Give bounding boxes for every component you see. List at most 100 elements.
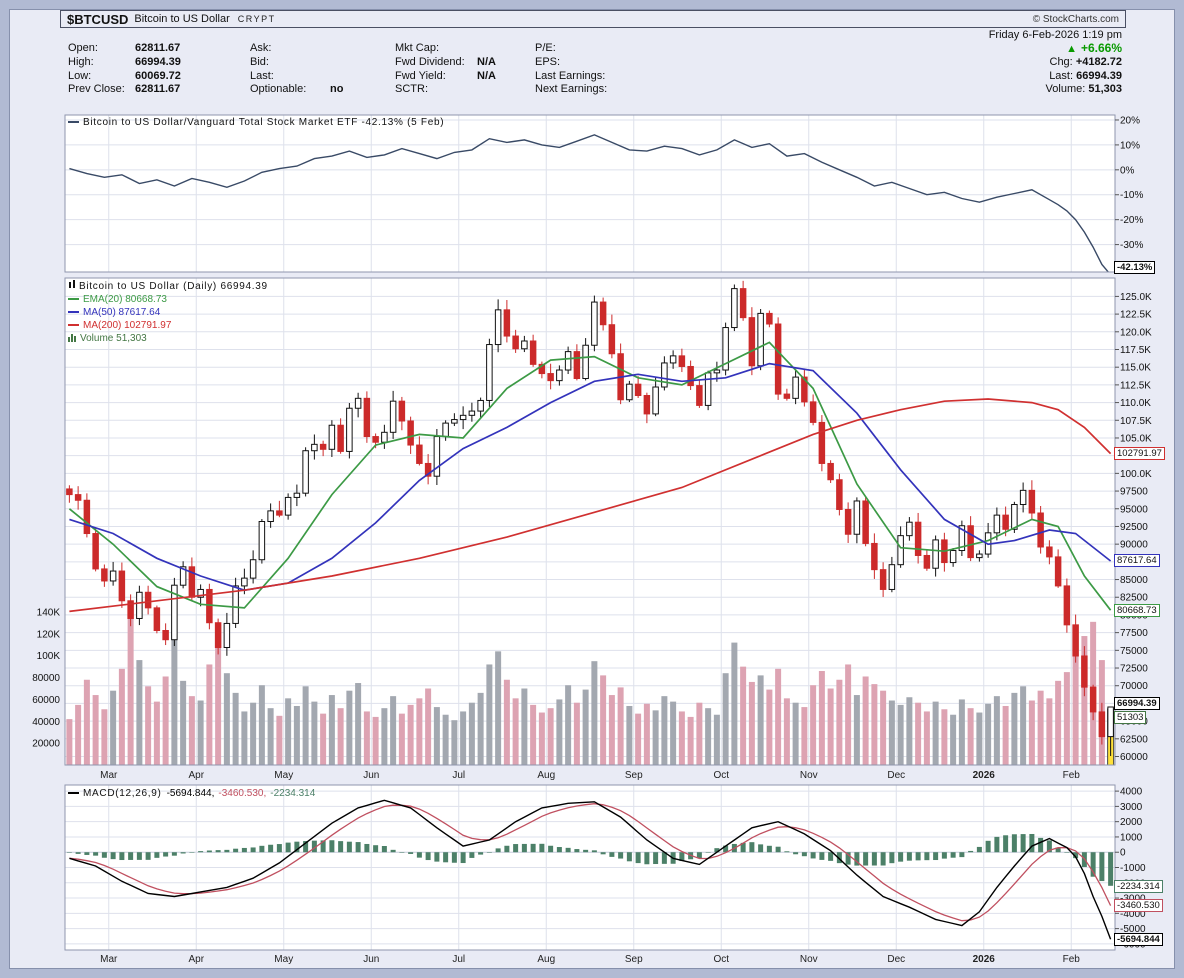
svg-text:2026: 2026 [973,954,996,965]
ratio-panel-legend: Bitcoin to US Dollar/Vanguard Total Stoc… [68,117,444,128]
svg-text:Aug: Aug [537,954,555,965]
svg-text:Feb: Feb [1063,770,1081,781]
svg-text:75000: 75000 [1120,646,1148,657]
quote-prev-close: Prev Close: 62811.67 [68,83,181,96]
macd-swatch-icon [68,792,79,794]
macd-signal-value: -3460.530, [218,788,267,799]
quote-summary: ▲ +6.66% Chg: +4182.72 Last: 66994.39 Vol… [1045,41,1123,97]
svg-text:0%: 0% [1120,165,1135,176]
svg-text:Oct: Oct [713,770,729,781]
legend-volume: Volume 51,303 [68,332,268,345]
svg-text:Jul: Jul [452,770,465,781]
svg-text:92500: 92500 [1120,522,1148,533]
ma50-callout: 87617.64 [1114,554,1160,567]
price-panel-legend: Bitcoin to US Dollar (Daily) 66994.39 EM… [68,280,268,345]
ema-swatch-icon [68,298,79,300]
macd-value: -5694.844, [166,788,215,799]
svg-text:120.0K: 120.0K [1120,327,1152,338]
svg-text:115.0K: 115.0K [1120,363,1151,374]
svg-text:77500: 77500 [1120,628,1148,639]
svg-text:2000: 2000 [1120,817,1143,828]
svg-text:20%: 20% [1120,115,1140,126]
ma200-callout: 102791.97 [1114,447,1165,460]
volume-bars-icon [68,333,77,346]
svg-text:70000: 70000 [1120,681,1148,692]
svg-text:117.5K: 117.5K [1120,345,1151,356]
up-arrow-icon: ▲ [1066,43,1077,55]
svg-text:60000: 60000 [1120,752,1148,763]
symbol-name: Bitcoin to US Dollar [134,13,230,25]
quote-change-abs: Chg: +4182.72 [1049,55,1123,68]
quote-fwd-dividend: Fwd Dividend: N/A [395,55,496,68]
svg-text:1000: 1000 [1120,832,1143,843]
macd-signal-callout: -3460.530 [1114,899,1163,912]
ma200-swatch-icon [68,324,79,326]
svg-text:Jun: Jun [363,770,379,781]
svg-text:82500: 82500 [1120,593,1148,604]
exchange-tag: CRYPT [237,14,276,24]
line-swatch-icon [68,121,79,123]
price-legend-title: Bitcoin to US Dollar (Daily) 66994.39 [68,280,268,293]
svg-text:-10%: -10% [1120,190,1143,201]
svg-text:80000: 80000 [32,673,60,684]
symbol: $BTCUSD [67,11,129,27]
svg-text:110.0K: 110.0K [1120,398,1151,409]
quote-next-earnings: Next Earnings: [535,83,608,96]
quote-datetime: Friday 6-Feb-2026 1:19 pm [988,29,1122,41]
svg-text:10%: 10% [1120,140,1140,151]
quote-low: Low: 60069.72 [68,69,181,82]
ratio-final-callout: -42.13% [1114,261,1156,274]
svg-text:122.5K: 122.5K [1120,310,1152,321]
ema20-callout: 80668.73 [1114,604,1160,617]
quote-high: High: 66994.39 [68,55,181,68]
svg-text:2026: 2026 [973,770,996,781]
svg-text:Apr: Apr [188,770,204,781]
svg-text:95000: 95000 [1120,504,1148,515]
svg-text:140K: 140K [37,608,61,619]
quote-change-pct: ▲ +6.66% [1066,41,1122,55]
svg-text:Nov: Nov [800,770,818,781]
quote-volume: Volume: 51,303 [1045,83,1122,96]
svg-text:Sep: Sep [625,770,643,781]
candlestick-icon [68,280,76,294]
svg-text:Feb: Feb [1063,954,1081,965]
svg-text:Sep: Sep [625,954,643,965]
svg-text:62500: 62500 [1120,734,1148,745]
svg-text:20000: 20000 [32,739,60,750]
quote-bid: Bid: [250,55,269,68]
svg-text:100.0K: 100.0K [1120,469,1152,480]
quote-pe: P/E: [535,42,556,54]
macd-panel-legend: MACD(12,26,9) -5694.844, -3460.530, -2234.3… [68,788,315,799]
svg-text:120K: 120K [37,629,61,640]
quote-col-earnings: P/E: EPS: Last Earnings: Next Earnings: [535,42,627,97]
ma50-swatch-icon [68,311,79,313]
svg-text:Dec: Dec [887,954,905,965]
macd-params: MACD(12,26,9) [83,788,162,799]
svg-text:100K: 100K [37,651,61,662]
svg-text:105.0K: 105.0K [1120,433,1152,444]
svg-text:112.5K: 112.5K [1120,380,1151,391]
svg-text:Apr: Apr [188,954,204,965]
quote-optionable: Optionable: no [250,83,344,96]
ratio-legend-label: Bitcoin to US Dollar/Vanguard Total Stoc… [83,117,445,128]
volume-callout: 51303 [1114,711,1147,724]
svg-text:-30%: -30% [1120,240,1143,251]
svg-text:90000: 90000 [1120,540,1148,551]
macd-hist-value: -2234.314 [270,788,316,799]
legend-ma50: MA(50) 87617.64 [68,306,268,319]
svg-text:107.5K: 107.5K [1120,416,1152,427]
quote-col-fundamentals: Mkt Cap: Fwd Dividend: N/A Fwd Yield: N/A … [395,42,496,97]
svg-text:May: May [274,770,293,781]
svg-text:85000: 85000 [1120,575,1148,586]
svg-text:4000: 4000 [1120,787,1143,798]
last-price-callout: 66994.39 [1114,697,1160,710]
quote-eps: EPS: [535,55,561,68]
svg-text:Oct: Oct [713,954,729,965]
quote-mktcap: Mkt Cap: [395,42,440,54]
svg-text:72500: 72500 [1120,664,1148,675]
svg-text:-1000: -1000 [1120,863,1146,874]
svg-text:May: May [274,954,293,965]
svg-text:97500: 97500 [1120,487,1148,498]
